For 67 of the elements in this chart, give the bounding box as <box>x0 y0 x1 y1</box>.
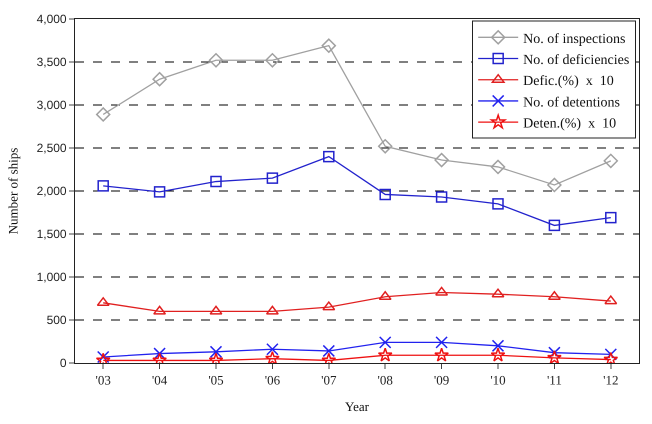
legend-label: Defic.(%) x 10 <box>523 74 614 90</box>
y-tick-label: 4,000 <box>36 12 67 26</box>
point <box>548 291 561 300</box>
y-tick-label: 1,500 <box>36 227 67 242</box>
point <box>547 178 562 192</box>
point <box>378 336 392 349</box>
legend-label: No. of deficiencies <box>523 52 630 68</box>
point <box>266 306 279 315</box>
y-tick-label: 1,000 <box>36 270 67 284</box>
point <box>378 348 393 362</box>
x-tick-label: '07 <box>321 372 337 388</box>
x-tick-label: '06 <box>264 372 281 388</box>
point <box>210 176 222 188</box>
point <box>154 186 166 198</box>
x-tick-label: '09 <box>434 372 450 388</box>
point <box>208 53 224 68</box>
point <box>604 295 618 304</box>
point <box>265 53 280 68</box>
point <box>546 350 562 363</box>
point <box>322 344 336 358</box>
point <box>435 336 448 349</box>
point <box>152 72 167 86</box>
point <box>492 198 504 210</box>
legend-label: No. of detentions <box>523 95 620 110</box>
point <box>379 188 391 200</box>
y-tick-label: 0 <box>60 356 67 370</box>
y-tick-label: 500 <box>46 313 67 328</box>
point <box>322 38 336 53</box>
point <box>548 346 561 359</box>
x-tick-label: '10 <box>490 372 506 388</box>
legend-label: No. of inspections <box>523 32 626 47</box>
point <box>266 172 278 184</box>
point <box>490 348 506 362</box>
y-tick-label: 3,500 <box>36 55 67 70</box>
point <box>96 107 110 122</box>
point <box>434 152 449 168</box>
point <box>264 350 280 363</box>
legend-label: Deten.(%) x 10 <box>523 116 616 132</box>
x-axis-title: Year <box>345 399 370 414</box>
point <box>604 348 618 361</box>
point <box>96 297 110 306</box>
x-tick-label: '04 <box>152 372 168 388</box>
y-tick-label: 2,500 <box>36 141 67 156</box>
x-tick-label: '08 <box>378 372 393 388</box>
point <box>604 154 618 168</box>
point <box>210 346 222 358</box>
x-tick-label: '12 <box>603 372 618 388</box>
y-tick-label: 2,000 <box>36 184 67 198</box>
point <box>323 150 335 162</box>
point <box>490 160 506 174</box>
point <box>434 348 450 362</box>
point <box>378 139 392 154</box>
point <box>548 220 560 232</box>
x-tick-label: '11 <box>546 372 562 388</box>
x-tick-label: '05 <box>208 372 224 388</box>
y-axis-title: Number of ships <box>6 148 21 234</box>
point <box>97 180 109 192</box>
point <box>153 306 166 315</box>
x-tick-label: '03 <box>96 372 111 388</box>
point <box>435 286 448 296</box>
point <box>378 291 392 300</box>
point <box>266 342 279 356</box>
point <box>436 191 448 203</box>
point <box>322 301 336 310</box>
point <box>605 212 617 224</box>
y-tick-label: 3,000 <box>36 98 67 112</box>
point <box>492 340 504 352</box>
